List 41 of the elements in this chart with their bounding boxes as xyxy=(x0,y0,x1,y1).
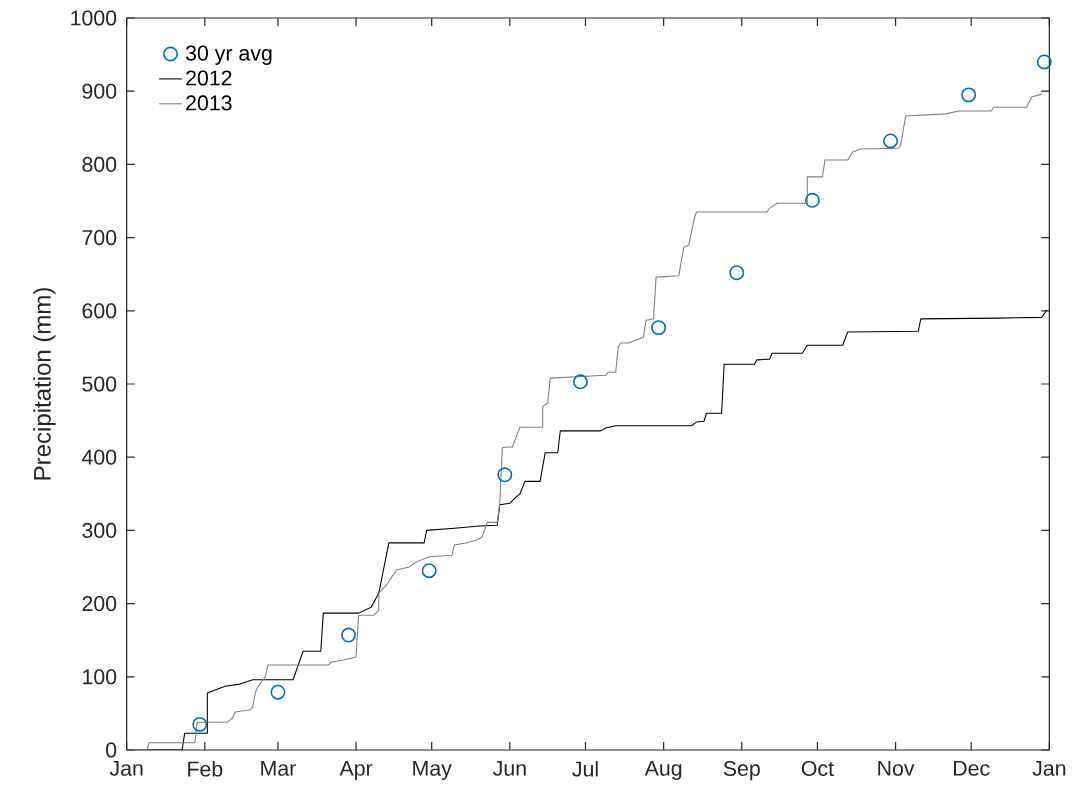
x-tick-label: Mar xyxy=(261,760,296,776)
y-tick-label: 600 xyxy=(82,303,117,319)
x-tick-label: Apr xyxy=(339,760,373,781)
point xyxy=(651,320,667,336)
point xyxy=(572,374,588,390)
y-axis-title: Precipitation (mm) xyxy=(33,288,56,480)
point xyxy=(497,467,513,483)
line-series xyxy=(126,93,1043,750)
x-tick-label: Nov xyxy=(878,760,915,776)
y-tick-label: 300 xyxy=(82,522,117,538)
x-tick-label: Jan xyxy=(1032,760,1066,776)
point xyxy=(804,192,820,208)
x-tick-label: Jul xyxy=(572,760,598,777)
point xyxy=(883,133,898,149)
x-tick-label: Feb xyxy=(188,760,223,777)
point xyxy=(421,563,437,579)
x-tick-label: May xyxy=(413,760,452,781)
x-tick-label: Jun xyxy=(492,760,526,776)
legend-label: 30 yr avg xyxy=(185,45,272,65)
point xyxy=(961,87,977,103)
y-tick-label: 700 xyxy=(82,230,117,246)
point xyxy=(270,684,286,700)
point xyxy=(729,265,745,281)
y-tick-label: 100 xyxy=(83,669,117,685)
y-tick-label: 0 xyxy=(106,742,117,758)
legend-label: 2013 xyxy=(186,95,232,111)
point xyxy=(341,627,356,643)
y-tick-label: 200 xyxy=(82,596,117,612)
x-tick-label: Aug xyxy=(644,760,682,781)
legend-label: 2012 xyxy=(186,70,232,86)
point xyxy=(1036,54,1052,70)
y-tick-label: 500 xyxy=(82,376,117,392)
x-tick-label: Dec xyxy=(953,760,990,776)
y-tick-label: 800 xyxy=(82,156,117,172)
y-tick-label: 400 xyxy=(81,449,117,465)
x-tick-label: Oct xyxy=(801,760,834,777)
point xyxy=(192,716,208,732)
y-tick-label: 900 xyxy=(82,83,117,99)
y-tick-label: 1000 xyxy=(71,10,117,26)
x-tick-label: Sep xyxy=(723,760,760,781)
x-tick-label: Jan xyxy=(109,760,143,776)
